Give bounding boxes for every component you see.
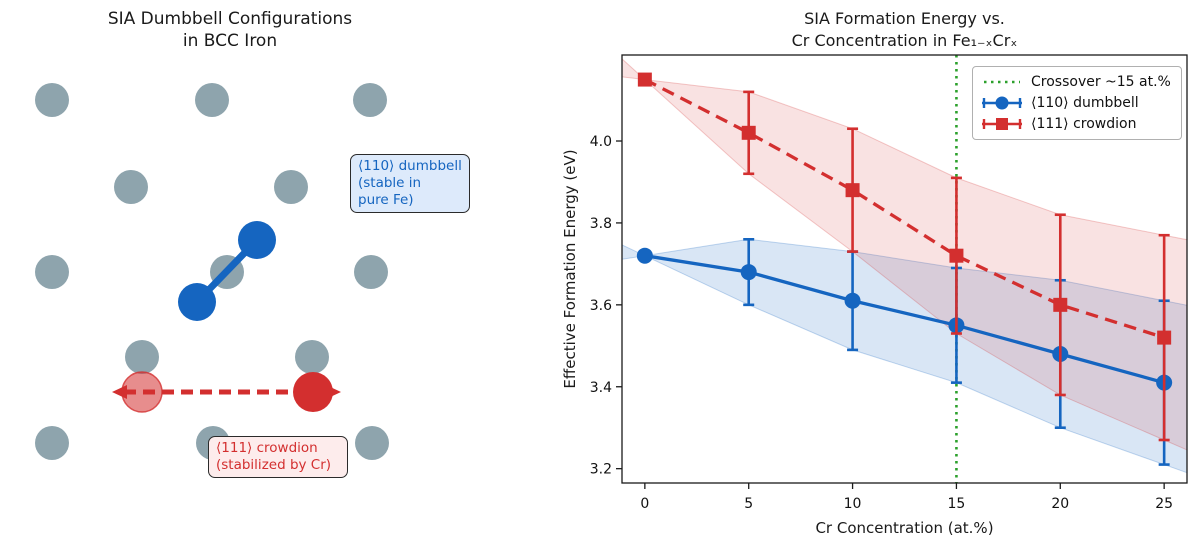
data-point-marker [636,247,653,264]
dumbbell-atom [178,283,216,321]
x-tick-label: 20 [1051,496,1069,512]
y-axis-label: Effective Formation Energy (eV) [561,149,579,388]
data-point-marker [844,292,861,309]
legend-label: Crossover ~15 at.% [1031,74,1171,90]
lattice-atom [295,340,329,374]
lattice-atom [355,426,389,460]
marker-glyph [996,118,1008,130]
series-1-legend-icon [982,118,1022,130]
x-tick-label: 15 [948,496,966,512]
crossover-legend-icon [984,80,1020,84]
left-panel-title: in BCC Iron [183,31,277,51]
y-tick-label: 3.8 [590,216,612,232]
lattice-atom [35,426,69,460]
lattice-atom [125,340,159,374]
y-tick-label: 3.6 [590,298,612,314]
crowdion-atom [121,371,163,413]
legend-item: ⟨111⟩ crowdion [982,116,1171,132]
data-point-marker [1053,297,1068,312]
lattice-atom [353,83,387,117]
lattice-atom [354,255,388,289]
y-tick-label: 3.2 [590,462,612,478]
y-tick-label: 4.0 [590,134,612,150]
series-line-1 [644,78,1165,340]
lattice-atom [195,83,229,117]
x-tick-label: 0 [640,496,649,512]
dumbbell-annotation: ⟨110⟩ dumbbell (stable in pure Fe) [350,154,470,213]
left-panel-title: SIA Dumbbell Configurations [108,9,352,29]
lattice-atom [35,255,69,289]
data-point-marker [637,72,652,87]
lattice-atom [35,83,69,117]
data-point-marker [740,264,757,281]
marker-glyph [995,96,1009,110]
data-point-marker [1157,330,1172,345]
data-point-marker [949,248,964,263]
formation-energy-chart: SIA Formation Energy vs. Cr Concentration… [561,9,1188,537]
x-tick-label: 5 [744,496,753,512]
legend-item: Crossover ~15 at.% [982,74,1171,90]
plot-border [621,54,1188,484]
series-line-0 [644,254,1165,385]
legend-item: ⟨110⟩ dumbbell [982,95,1171,111]
dumbbell-atom [238,221,276,259]
chart-title: SIA Formation Energy vs. [804,9,1005,28]
x-tick-label: 10 [844,496,862,512]
crowdion-atom [293,372,333,412]
x-axis-label: Cr Concentration (at.%) [815,519,993,537]
lattice-atom [114,170,148,204]
legend-label: ⟨111⟩ crowdion [1031,116,1137,132]
crowdion-annotation: ⟨111⟩ crowdion (stabilized by Cr) [208,436,348,478]
data-point-marker [845,183,860,198]
legend-label: ⟨110⟩ dumbbell [1031,95,1139,111]
chart-title: Cr Concentration in Fe₁₋ₓCrₓ [792,31,1018,50]
series-0-legend-icon [982,96,1022,110]
legend: Crossover ~15 at.% ⟨110⟩ dumbbell ⟨111⟩ cr… [972,66,1182,140]
data-point-marker [741,125,756,140]
lattice-atom [274,170,308,204]
y-tick-label: 3.4 [590,380,612,396]
x-tick-label: 25 [1155,496,1173,512]
